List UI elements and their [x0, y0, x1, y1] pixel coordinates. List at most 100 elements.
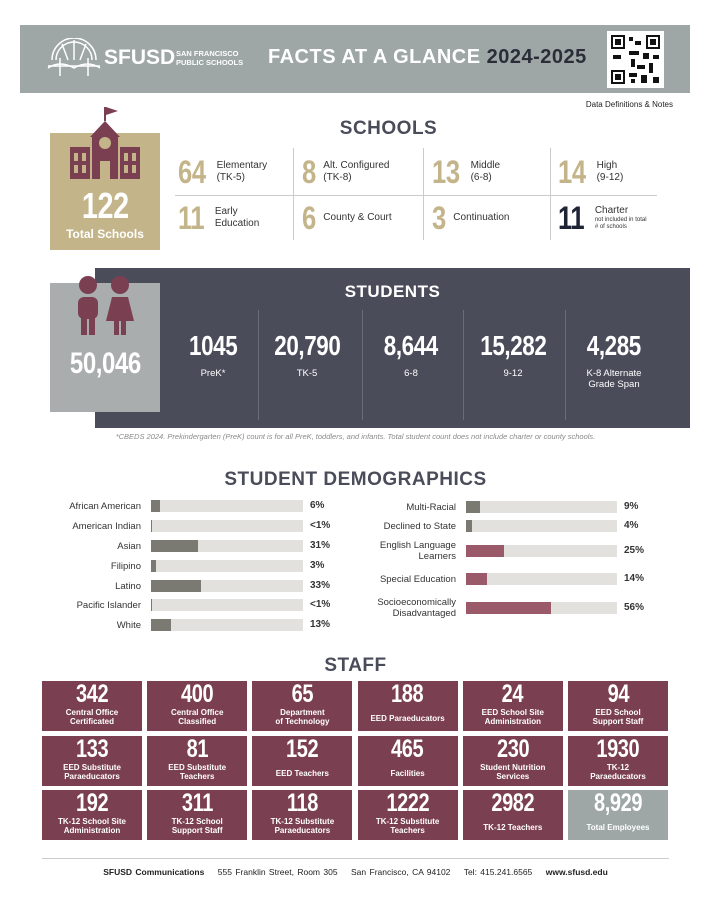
demo-label: American Indian — [1, 521, 141, 532]
demo-bar — [466, 602, 551, 614]
staff-label-line: Support Staff — [171, 826, 223, 835]
school-icon — [70, 107, 140, 179]
staff-label-line: EED Substitute — [168, 763, 227, 772]
staff-label-line: Services — [496, 772, 530, 781]
demo-track — [466, 501, 617, 513]
school-label-line: County & Court — [323, 212, 392, 223]
header-title-wrap: FACTS AT A GLANCE 2024-2025 — [268, 46, 587, 69]
staff-box: 81 EED Substitute Teachers — [147, 735, 248, 786]
staff-box: 1930 TK-12 Paraeducators — [568, 736, 668, 786]
school-label-line: (9-12) — [596, 172, 624, 183]
staff-label: EED School Support Staff — [568, 708, 668, 726]
staff-label-line: TK-12 School Site — [57, 817, 126, 826]
staff-count: 188 — [391, 680, 425, 708]
student-label: TK-5 — [257, 368, 357, 379]
students-band — [95, 268, 690, 428]
staff-label-line: TK-12 School — [171, 817, 223, 826]
school-label-line: (6-8) — [470, 172, 492, 183]
staff-label-line: EED School — [595, 708, 641, 717]
staff-box: 65 Department of Technology — [252, 681, 353, 731]
staff-label-line: EED Paraeducators — [370, 714, 445, 723]
staff-box: 152 EED Teachers — [252, 736, 353, 786]
staff-box: 24 EED School Site Administration — [462, 681, 563, 731]
staff-label-line: Paraeducators — [64, 772, 120, 781]
demographics-title: STUDENT DEMOGRAPHICS — [224, 469, 487, 490]
footer-web[interactable]: www.sfusd.edu — [545, 867, 608, 877]
school-count: 3 — [432, 199, 446, 236]
footer-phone: Tel: 415.241.6565 — [463, 867, 533, 877]
school-label: High (9-12) — [597, 160, 624, 184]
demo-track — [151, 619, 303, 631]
school-label-line: Charter — [594, 205, 629, 216]
demo-label-line: American Indian — [72, 520, 141, 532]
staff-count: 2982 — [491, 789, 535, 817]
qr-code — [607, 31, 664, 88]
staff-label: TK-12 Paraeducators — [568, 763, 668, 781]
school-count: 13 — [432, 153, 460, 190]
demo-label: Special Education — [316, 574, 456, 585]
school-label-line: Continuation — [453, 212, 510, 223]
staff-label-line: EED Substitute — [63, 763, 121, 772]
demo-track — [466, 602, 617, 614]
student-count: 4,285 — [586, 330, 642, 361]
staff-count: 81 — [186, 735, 208, 763]
notes-link[interactable]: Data Definitions & Notes — [585, 100, 673, 109]
staff-count: 1222 — [386, 789, 430, 817]
staff-box: 465 Facilities — [357, 735, 458, 786]
demo-value: 33% — [310, 580, 331, 591]
footer-rule — [42, 858, 669, 859]
demo-value: 25% — [624, 545, 645, 556]
footer-org: SFUSD Communications — [103, 867, 205, 877]
demo-label: Multi-Racial — [316, 502, 456, 513]
demo-label-line: Special Education — [379, 573, 456, 585]
demo-label-line: White — [116, 619, 141, 631]
school-cell: 6 County & Court — [302, 198, 392, 238]
student-col: 15,282 9-12 — [463, 330, 563, 379]
staff-label: TK-12 School Site Administration — [42, 817, 142, 835]
staff-count: 465 — [391, 735, 425, 763]
school-count: 6 — [302, 199, 316, 236]
schools-title: SCHOOLS — [339, 118, 438, 139]
qr-pattern — [611, 35, 660, 84]
school-label-line: Early — [214, 206, 238, 217]
student-count: 1045 — [188, 330, 238, 361]
demo-bar — [151, 599, 152, 611]
school-cell: 8 Alt. Configured (TK-8) — [302, 152, 389, 192]
staff-label-line: Administration — [63, 826, 121, 835]
staff-count: 311 — [181, 789, 213, 817]
demo-bar — [151, 520, 152, 532]
staff-label-line: Student Nutrition — [480, 763, 546, 772]
staff-label: Department of Technology — [252, 708, 352, 726]
demo-label: English Language Learners — [316, 540, 456, 562]
demo-label-line: English Language — [379, 540, 456, 551]
divider — [175, 195, 657, 196]
student-col: 20,790 TK-5 — [257, 330, 357, 379]
brand-sub: SAN FRANCISCO PUBLIC SCHOOLS — [176, 49, 243, 67]
demo-value: <1% — [310, 520, 331, 531]
staff-label-line: Department — [280, 708, 325, 717]
school-cell: 11 Charter not included in total # of schoo… — [558, 198, 647, 238]
demo-track — [151, 560, 303, 572]
schools-total-wrap: 122 — [50, 185, 160, 227]
divider — [362, 310, 363, 420]
staff-label-line: TK-12 Teachers — [483, 823, 543, 832]
staff-box: 192 TK-12 School Site Administration — [42, 790, 142, 840]
demo-track — [151, 599, 303, 611]
demo-label-line: Learners — [418, 551, 457, 562]
student-count: 15,282 — [479, 330, 547, 361]
demo-label-line: Multi-Racial — [406, 501, 456, 513]
school-note: # of schools — [594, 224, 627, 230]
demo-track — [151, 520, 303, 532]
staff-label: EED Paraeducators — [358, 714, 458, 723]
staff-box: 400 Central Office Classified — [147, 681, 248, 731]
school-label: Middle (6-8) — [471, 160, 500, 184]
student-label-line: 9-12 — [503, 368, 523, 379]
staff-count: 192 — [75, 789, 109, 817]
student-label-line: K-8 Alternate — [586, 368, 642, 379]
demo-bar — [466, 520, 473, 532]
staff-box: 230 Student Nutrition Services — [462, 736, 563, 786]
demo-label: Filipino — [1, 561, 141, 572]
staff-box: 118 TK-12 Substitute Paraeducators — [252, 790, 353, 840]
school-label-line: Middle — [470, 160, 501, 171]
